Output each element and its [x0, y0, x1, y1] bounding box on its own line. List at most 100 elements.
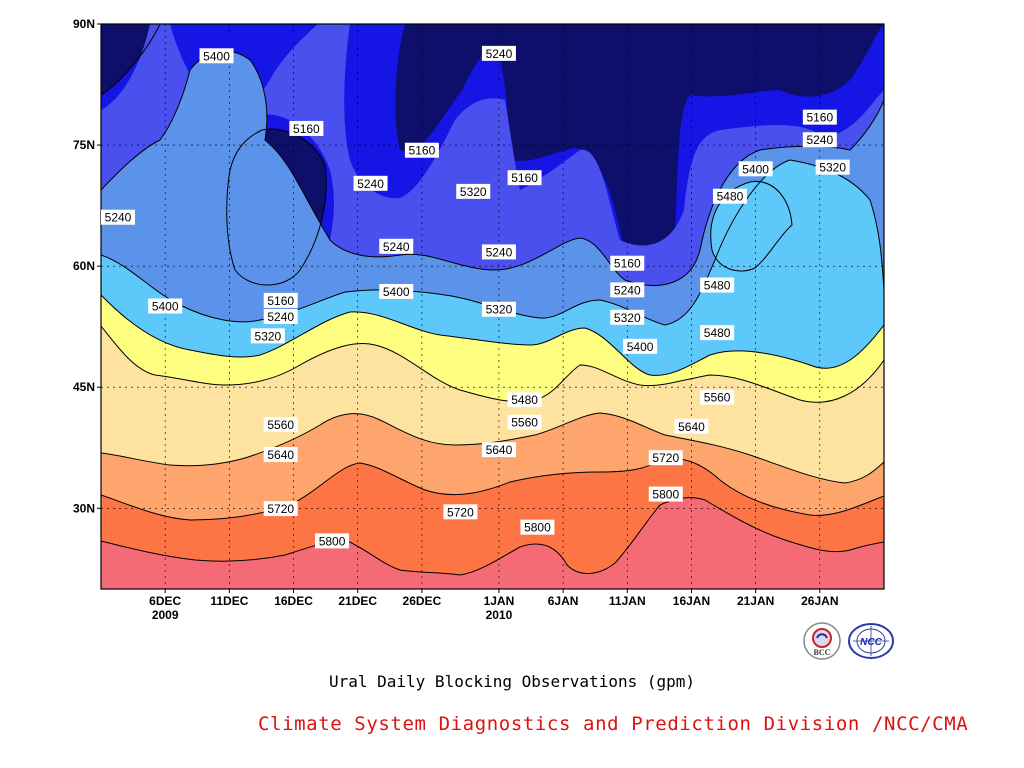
- contour-label-text: 5160: [293, 122, 320, 136]
- contour-label-bg: [263, 501, 298, 517]
- contour-label-bg: [481, 301, 516, 317]
- contour-label-bg: [712, 188, 747, 204]
- contour-label-bg: [623, 338, 658, 354]
- x-tick-label: 6DEC: [149, 594, 181, 608]
- contour-label-bg: [443, 504, 478, 520]
- contour-label: 5240: [379, 238, 414, 254]
- contour-label-bg: [315, 533, 350, 549]
- y-tick-label: 30N: [73, 501, 95, 515]
- contour-label-text: 5800: [524, 521, 551, 535]
- contour-label: 5480: [700, 325, 735, 341]
- contour-label-text: 5480: [704, 326, 731, 340]
- y-tick-label: 90N: [73, 17, 95, 31]
- svg-text:BCC: BCC: [814, 648, 831, 657]
- contour-label: 5480: [700, 277, 735, 293]
- contour-label-text: 5640: [486, 443, 513, 457]
- contour-label-bg: [802, 132, 837, 148]
- contour-label: 5560: [700, 389, 735, 405]
- contour-label-bg: [379, 238, 414, 254]
- contour-label: 5240: [263, 308, 298, 324]
- bcc-logo-icon: BCC: [803, 622, 841, 660]
- contour-label-text: 5400: [203, 49, 230, 63]
- contour-label: 5320: [815, 159, 850, 175]
- contour-label: 5160: [507, 170, 542, 186]
- contour-label-text: 5320: [255, 329, 282, 343]
- contour-label-bg: [610, 282, 645, 298]
- contour-label: 5320: [481, 301, 516, 317]
- y-axis: 90N 75N 60N 45N 30N: [73, 17, 101, 515]
- contour-label-bg: [648, 486, 683, 502]
- contour-label-bg: [101, 209, 135, 225]
- contour-label: 5240: [101, 209, 135, 225]
- contour-label-text: 5240: [486, 47, 513, 61]
- x-tick-label: 16DEC: [274, 594, 313, 608]
- contour-label-text: 5560: [704, 391, 731, 405]
- contour-label-bg: [610, 255, 645, 271]
- contour-label-bg: [648, 450, 683, 466]
- contour-label: 5640: [674, 418, 709, 434]
- contour-label-text: 5560: [511, 416, 538, 430]
- contour-label-text: 5640: [267, 448, 294, 462]
- contour-label-text: 5800: [652, 488, 679, 502]
- contour-label-bg: [263, 417, 298, 433]
- contour-label-text: 5400: [152, 300, 179, 314]
- x-tick-label: 1JAN: [484, 594, 515, 608]
- x-tick-label: 21JAN: [737, 594, 774, 608]
- contour-label-bg: [738, 161, 773, 177]
- contour-label: 5400: [199, 48, 234, 64]
- contour-label-bg: [700, 325, 735, 341]
- contour-label: 5240: [481, 244, 516, 260]
- credit-line: Climate System Diagnostics and Predictio…: [258, 713, 969, 735]
- contour-label: 5160: [802, 109, 837, 125]
- contour-label-text: 5400: [627, 340, 654, 354]
- contour-label-bg: [802, 109, 837, 125]
- contour-label: 5800: [315, 533, 350, 549]
- contour-label: 5800: [520, 519, 555, 535]
- contour-label: 5240: [610, 282, 645, 298]
- x-tick-label: 6JAN: [548, 594, 579, 608]
- contour-label: 5720: [263, 501, 298, 517]
- contour-label-bg: [263, 308, 298, 324]
- contour-label-bg: [507, 392, 542, 408]
- contour-label-bg: [263, 447, 298, 463]
- contour-label-text: 5320: [614, 311, 641, 325]
- x-tick-year: 2009: [152, 608, 179, 622]
- contour-label-bg: [404, 142, 439, 158]
- contour-labels: 5400 5160 5240 5400 5160 5240 5320 5240 5160 5240…: [101, 45, 850, 549]
- contour-label: 5640: [263, 447, 298, 463]
- contour-label-bg: [507, 414, 542, 430]
- contour-label-text: 5560: [267, 418, 294, 432]
- band-above-5800: [101, 497, 884, 589]
- contour-label-bg: [507, 170, 542, 186]
- contour-label-text: 5480: [704, 279, 731, 293]
- x-tick-year: 2010: [486, 608, 513, 622]
- x-tick-label: 21DEC: [338, 594, 377, 608]
- x-tick-label: 11DEC: [210, 594, 248, 608]
- contour-label: 5400: [738, 161, 773, 177]
- x-tick-label: 26JAN: [801, 594, 838, 608]
- contour-label: 5400: [623, 338, 658, 354]
- contour-label-bg: [815, 159, 850, 175]
- contour-label-bg: [700, 389, 735, 405]
- contour-label: 5320: [456, 183, 491, 199]
- contour-label-text: 5240: [614, 283, 641, 297]
- contour-label: 5320: [610, 309, 645, 325]
- contour-label-bg: [250, 328, 285, 344]
- contour-label-text: 5720: [652, 451, 679, 465]
- contour-label-text: 5240: [357, 177, 384, 191]
- contour-label-bg: [456, 183, 491, 199]
- contour-label: 5160: [263, 292, 298, 308]
- contour-label: 5720: [443, 504, 478, 520]
- contour-label-text: 5240: [383, 240, 410, 254]
- contour-label: 5480: [507, 392, 542, 408]
- contour-label-bg: [379, 283, 414, 299]
- contour-label-bg: [674, 418, 709, 434]
- contour-label-bg: [289, 120, 324, 136]
- contour-label-text: 5240: [486, 245, 513, 259]
- contour-label-bg: [353, 175, 388, 191]
- contour-label-text: 5320: [819, 161, 846, 175]
- contour-label-text: 5240: [267, 310, 294, 324]
- contour-label-bg: [148, 298, 183, 314]
